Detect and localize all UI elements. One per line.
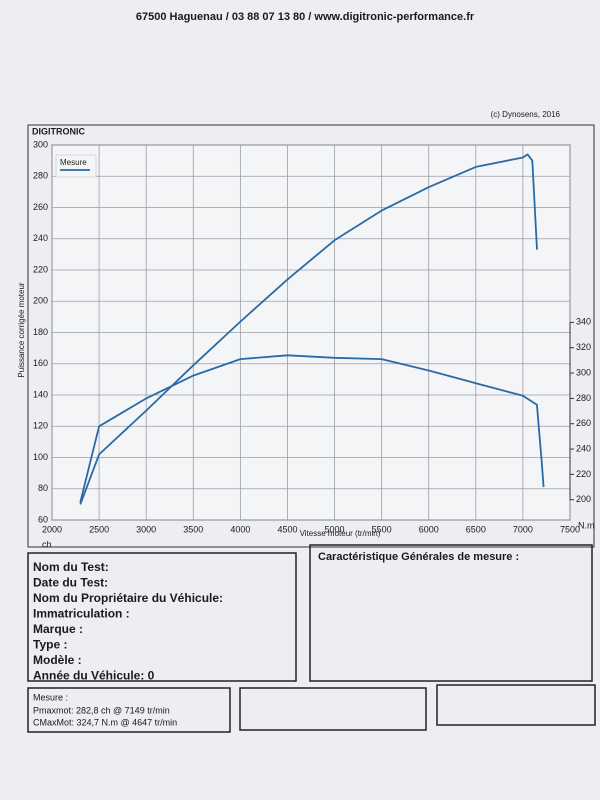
x-tick-label: 3000 [136, 524, 156, 534]
x-tick-label: 7000 [513, 524, 533, 534]
series-line [79, 153, 538, 505]
form-field: Modèle : [33, 653, 82, 667]
form-field: Immatriculation : [33, 607, 130, 621]
y2-tick-label: 280 [576, 393, 591, 403]
y-tick-label: 160 [33, 358, 48, 368]
measure-line: Pmaxmot: 282,8 ch @ 7149 tr/min [33, 705, 170, 715]
y2-tick-label: 240 [576, 443, 591, 453]
y-tick-label: 60 [38, 514, 48, 524]
y2-unit: N.m [578, 520, 595, 530]
x-tick-label: 4500 [277, 524, 297, 534]
form-field: Marque : [33, 622, 83, 636]
y-tick-label: 240 [33, 233, 48, 243]
credit: (c) Dynosens, 2016 [491, 110, 561, 119]
y2-tick-label: 340 [576, 317, 591, 327]
form-field: Nom du Propriétaire du Véhicule: [33, 591, 223, 605]
form-field: Type : [33, 638, 67, 652]
measure-box [27, 687, 231, 733]
y2-tick-label: 260 [576, 418, 591, 428]
x-tick-label: 2000 [42, 524, 62, 534]
x-tick-label: 2500 [89, 524, 109, 534]
general-box [309, 544, 593, 682]
y2-tick-label: 200 [576, 494, 591, 504]
form-field: Date du Test: [33, 576, 108, 590]
x-tick-label: 6000 [419, 524, 439, 534]
measure-title: Mesure : [33, 692, 68, 702]
header-address: 67500 Haguenau / 03 88 07 13 80 / www.di… [136, 11, 475, 23]
y-axis-label: Puissance corrigée moteur [17, 282, 26, 377]
chart-frame [27, 124, 595, 548]
empty-box [436, 684, 596, 726]
legend-label: Mesure [60, 158, 87, 167]
x-tick-label: 7500 [560, 524, 580, 534]
y-tick-label: 140 [33, 389, 48, 399]
series-line [79, 354, 545, 503]
measure-line: CMaxMot: 324,7 N.m @ 4647 tr/min [33, 717, 177, 727]
general-title: Caractéristique Générales de mesure : [318, 551, 519, 563]
y2-tick-label: 320 [576, 342, 591, 352]
y-tick-label: 100 [33, 452, 48, 462]
brand: DIGITRONIC [32, 126, 85, 136]
y-tick-label: 120 [33, 421, 48, 431]
x-tick-label: 5000 [325, 524, 345, 534]
y-tick-label: 180 [33, 327, 48, 337]
y-unit: ch [42, 539, 52, 549]
x-axis-label: Vitesse moteur (tr/min) [300, 529, 381, 538]
y2-tick-label: 220 [576, 469, 591, 479]
form-box [27, 552, 297, 682]
y-tick-label: 300 [33, 139, 48, 149]
form-field: Nom du Test: [33, 560, 109, 574]
x-tick-label: 6500 [466, 524, 486, 534]
y-tick-label: 260 [33, 202, 48, 212]
y2-tick-label: 300 [576, 367, 591, 377]
x-tick-label: 4000 [230, 524, 250, 534]
form-field: Année du Véhicule: 0 [33, 669, 155, 683]
y-tick-label: 80 [38, 483, 48, 493]
x-tick-label: 3500 [183, 524, 203, 534]
empty-box [239, 687, 427, 731]
legend-box [55, 154, 97, 178]
y-tick-label: 220 [33, 264, 48, 274]
y-tick-label: 280 [33, 171, 48, 181]
x-tick-label: 5500 [372, 524, 392, 534]
y-tick-label: 200 [33, 296, 48, 306]
